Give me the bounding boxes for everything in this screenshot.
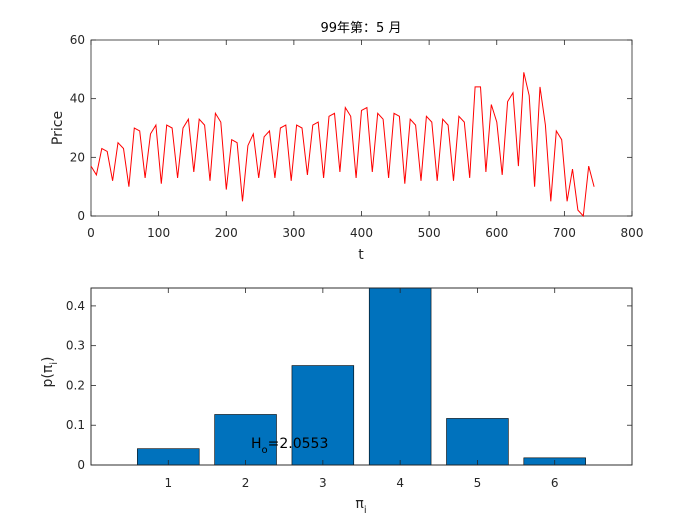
bar-5 xyxy=(446,418,509,466)
top-x-tick-label: 700 xyxy=(553,226,576,240)
top-x-tick-label: 300 xyxy=(282,226,305,240)
top-x-axis-label: t xyxy=(358,247,364,263)
bottom-y-tick-label: 0.2 xyxy=(66,378,85,392)
top-x-tick-label: 800 xyxy=(621,226,644,240)
bottom-x-tick-label: 4 xyxy=(396,476,404,490)
entropy-annotation: Ho=2.0553 xyxy=(251,436,328,456)
bottom-y-tick-label: 0 xyxy=(77,458,85,472)
top-x-tick-label: 500 xyxy=(418,226,441,240)
bottom-y-tick-label: 0.3 xyxy=(66,339,85,353)
bars xyxy=(137,287,586,466)
bar-2 xyxy=(214,414,277,466)
top-y-tick-label: 0 xyxy=(77,209,85,223)
top-plot-area xyxy=(90,39,633,217)
bar-3 xyxy=(291,365,355,466)
top-y-tick-label: 20 xyxy=(70,150,85,164)
top-y-tick-label: 60 xyxy=(70,33,85,47)
bottom-y-ticks: 0 0.1 0.2 0.3 0.4 xyxy=(66,299,632,472)
top-x-tick-label: 400 xyxy=(350,226,373,240)
top-chart-title: 99年第：5 月 xyxy=(321,21,402,36)
bottom-y-tick-label: 0.1 xyxy=(66,418,85,432)
bottom-x-tick-label: 2 xyxy=(242,476,250,490)
bottom-x-ticks: 1 2 3 4 5 6 xyxy=(164,288,559,490)
bottom-x-tick-label: 3 xyxy=(319,476,327,490)
bottom-y-tick-label: 0.4 xyxy=(66,299,85,313)
top-x-ticks: 0 100 200 300 400 500 600 700 800 xyxy=(87,40,643,240)
top-y-ticks: 0 20 40 60 xyxy=(70,33,632,223)
top-x-tick-label: 0 xyxy=(87,226,95,240)
bottom-plot-area xyxy=(90,287,633,466)
top-y-axis-label: Price xyxy=(50,111,66,145)
top-x-tick-label: 200 xyxy=(215,226,238,240)
top-y-tick-label: 40 xyxy=(70,92,85,106)
probability-bar-chart: 1 2 3 4 5 6 0 0.1 0.2 0.3 0.4 πi p(πi) Ho=2.0553 xyxy=(40,287,633,516)
bar-4 xyxy=(368,287,432,466)
bottom-x-tick-label: 1 xyxy=(164,476,172,490)
bottom-y-axis-label: p(πi) xyxy=(40,356,60,387)
price-line xyxy=(90,72,595,218)
top-x-tick-label: 600 xyxy=(485,226,508,240)
bottom-x-tick-label: 5 xyxy=(474,476,482,490)
bottom-x-axis-label: πi xyxy=(355,496,366,516)
price-line-chart: 99年第：5 月 0 100 200 300 400 500 600 700 800 0 20 40… xyxy=(50,21,643,263)
top-x-tick-label: 100 xyxy=(147,226,170,240)
price-series xyxy=(90,72,595,218)
bottom-plot-frame xyxy=(90,287,633,466)
bottom-x-tick-label: 6 xyxy=(551,476,559,490)
